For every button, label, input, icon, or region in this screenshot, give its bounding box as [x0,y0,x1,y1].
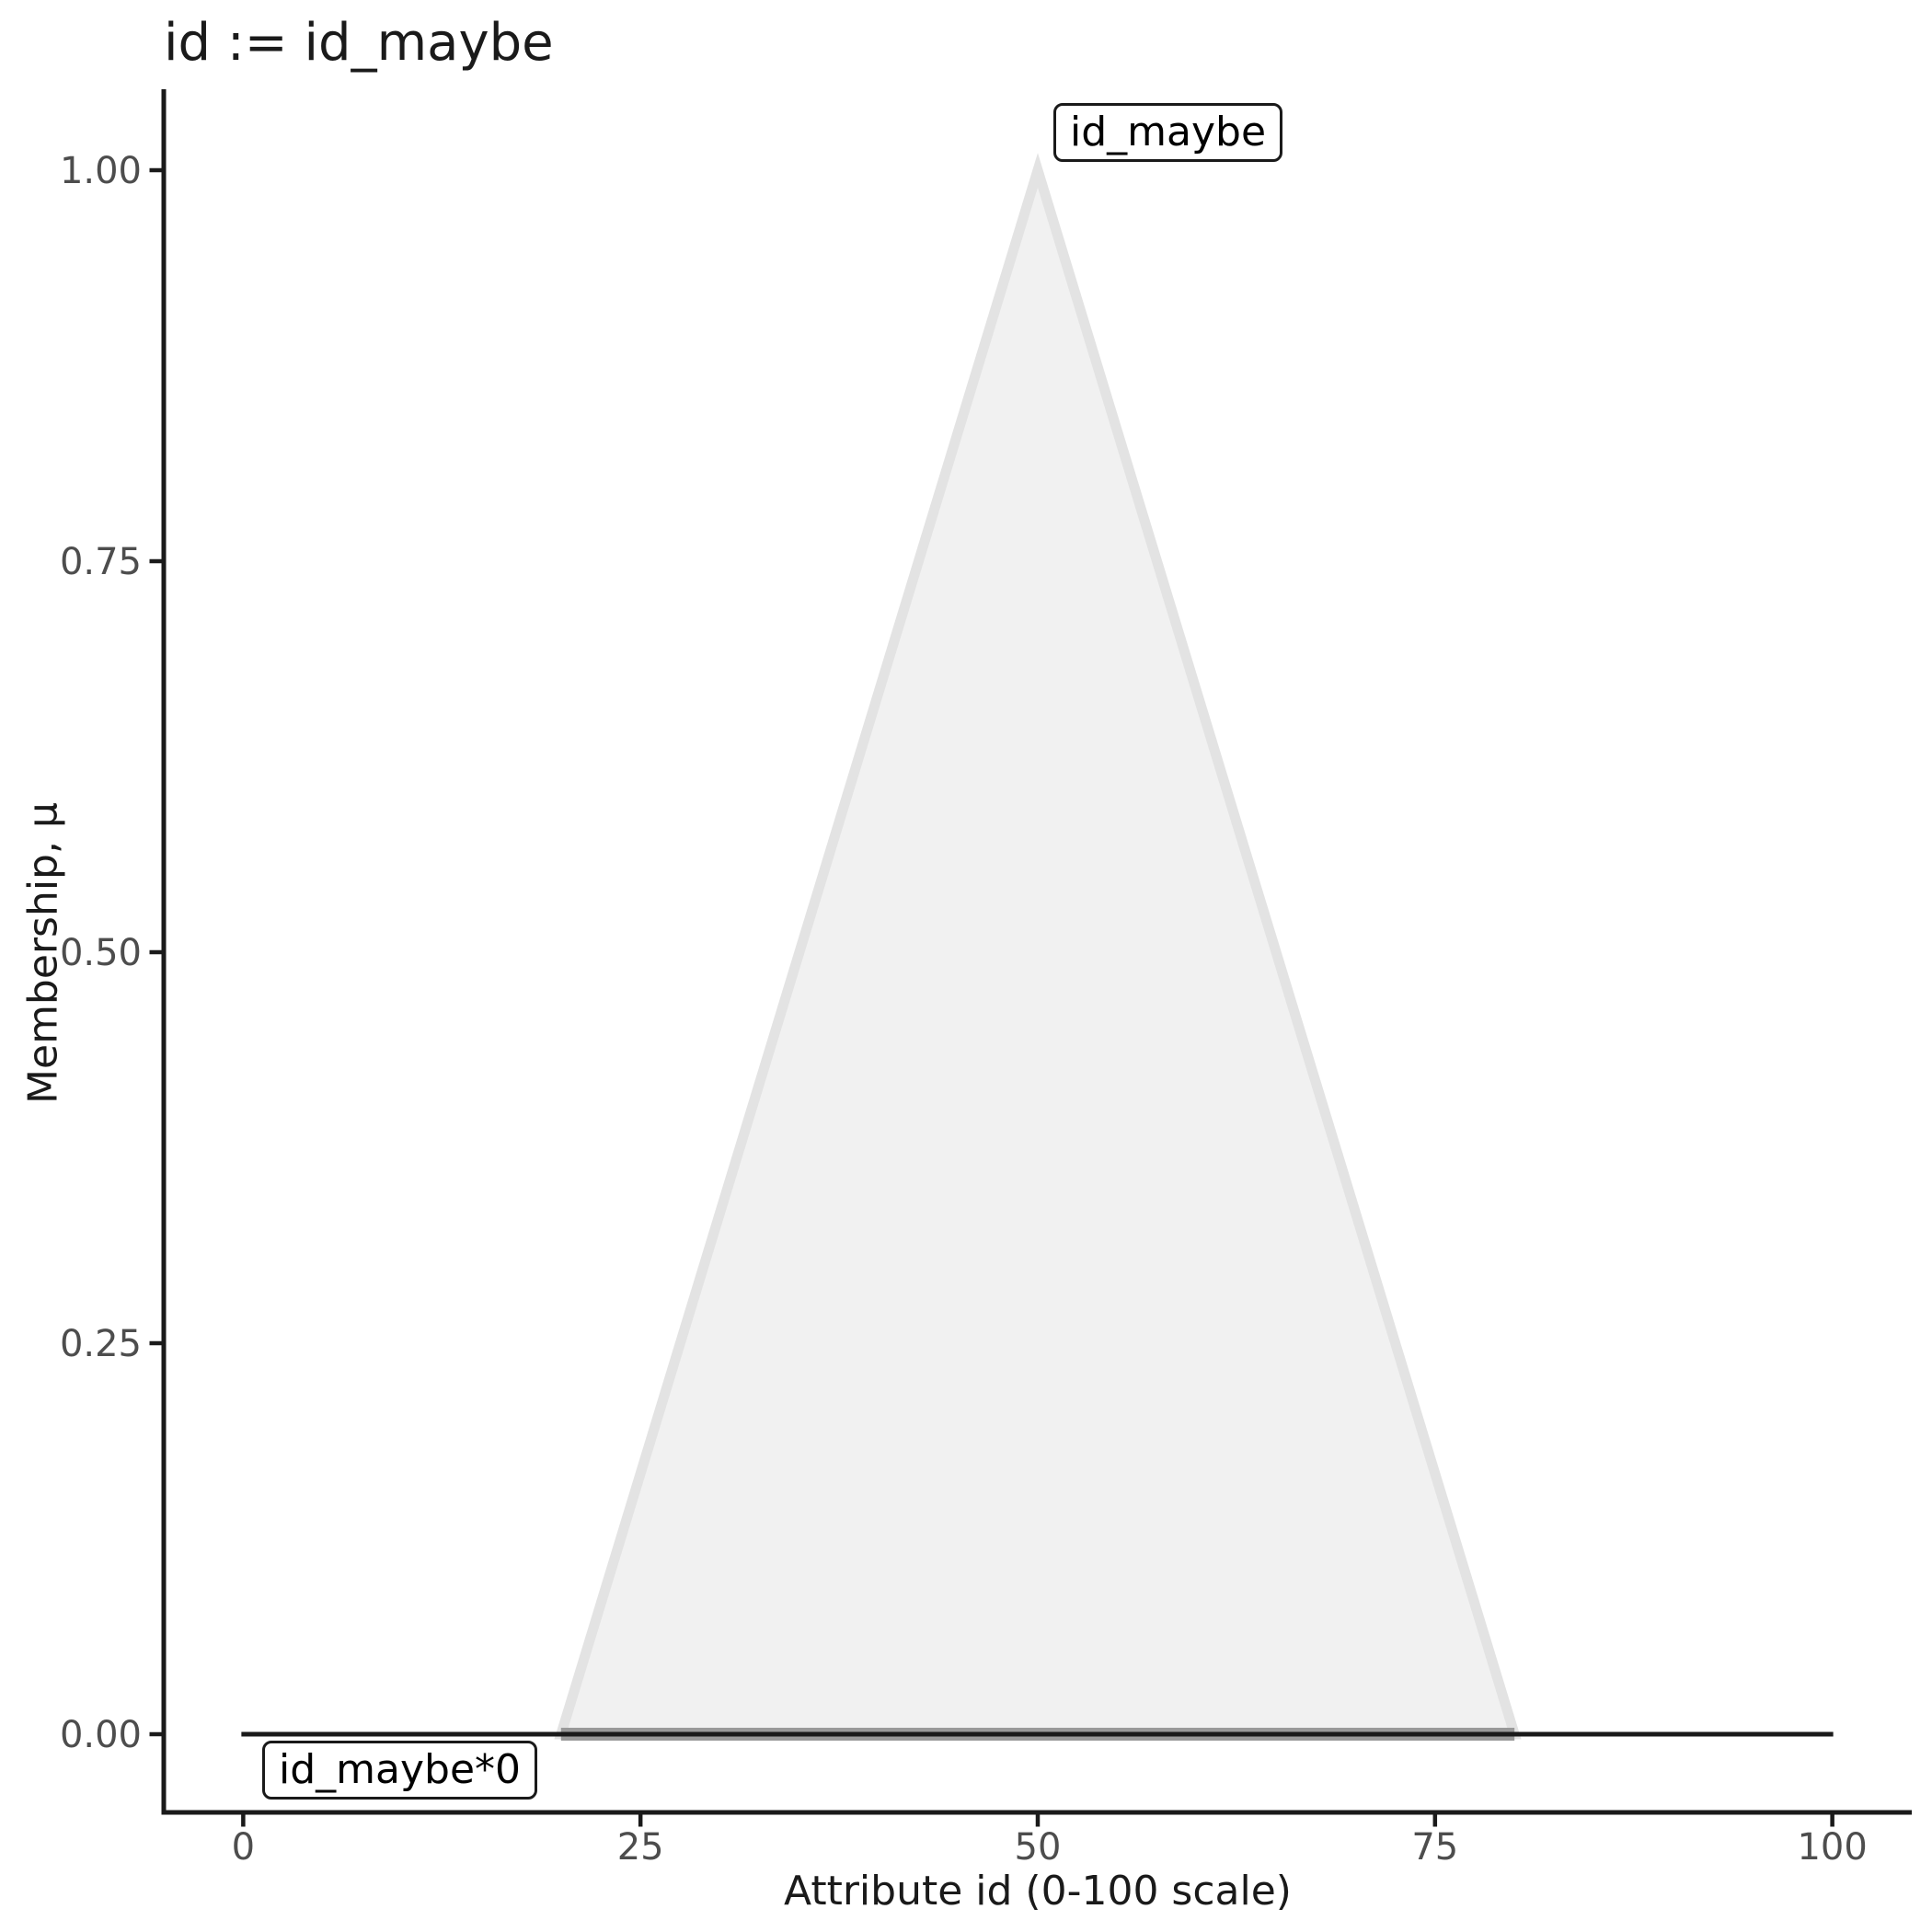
x-tick-label: 0 [232,1826,255,1869]
y-axis-ticks: 0.00 0.25 0.50 0.75 1.00 [60,150,162,1756]
y-tick-label: 0.75 [60,541,142,583]
y-tick-label: 1.00 [60,150,142,192]
series-layer [241,153,1834,1741]
x-tick-label: 100 [1797,1826,1867,1869]
y-tick-label: 0.25 [60,1323,142,1365]
x-axis-ticks: 0 25 50 75 100 [232,1814,1868,1869]
y-tick-label: 0.00 [60,1714,142,1756]
x-tick-label: 25 [617,1826,664,1869]
y-axis-title: Membership, μ [19,802,67,1104]
y-tick-label: 0.50 [60,932,142,974]
plot-title: id := id_maybe [164,13,554,73]
id-maybe-label-box: id_maybe [1053,103,1283,162]
x-axis-title: Attribute id (0-100 scale) [784,1868,1292,1915]
x-tick-label: 75 [1411,1826,1458,1869]
id-maybe-area [554,153,1522,1740]
x-tick-label: 50 [1015,1826,1062,1869]
id-maybe-times-zero-label-box: id_maybe*0 [262,1741,538,1800]
axes-layer: 0 25 50 75 100 0.00 0.25 0.50 0.75 1.00 [60,89,1912,1869]
